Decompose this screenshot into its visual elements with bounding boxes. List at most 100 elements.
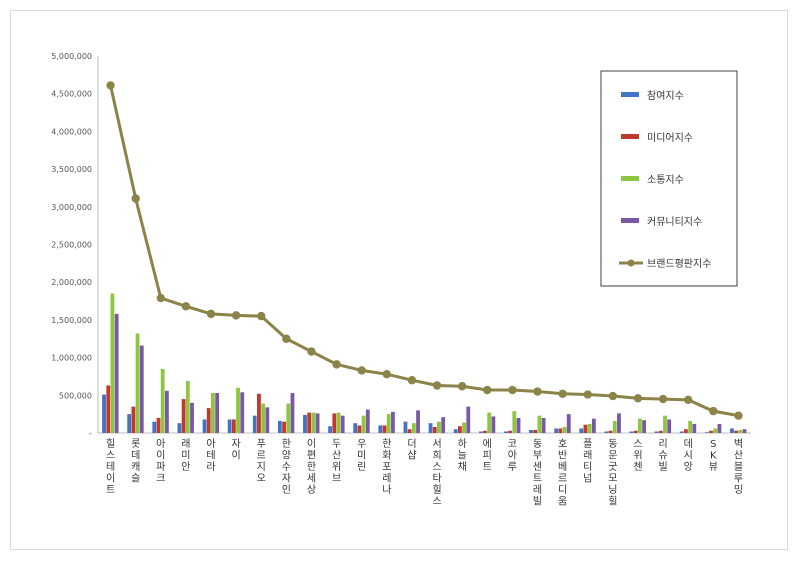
line-point: [282, 334, 291, 343]
bar-참여지수: [252, 415, 257, 433]
legend-swatch: [621, 134, 639, 139]
bar-소통지수: [411, 423, 416, 433]
line-point: [131, 194, 140, 203]
bar-소통지수: [311, 412, 316, 433]
bar-소통지수: [336, 412, 341, 433]
bar-참여지수: [704, 432, 709, 433]
line-point: [608, 391, 618, 401]
bar-소통지수: [135, 333, 140, 433]
bar-커뮤니티지수: [240, 392, 245, 433]
bar-참여지수: [679, 431, 684, 433]
bar-커뮤니티지수: [190, 402, 194, 433]
bar-커뮤니티지수: [391, 411, 395, 433]
bar-커뮤니티지수: [617, 413, 621, 433]
bar-커뮤니티지수: [692, 423, 697, 433]
bar-소통지수: [110, 293, 115, 433]
bar-커뮤니티지수: [164, 390, 169, 433]
bar-소통지수: [663, 415, 667, 433]
bar-커뮤니티지수: [541, 417, 546, 433]
legend-label: 소통지수: [647, 174, 684, 186]
line-point: [483, 385, 492, 395]
bar-소통지수: [261, 403, 266, 433]
bar-미디어지수: [558, 428, 563, 433]
bar-참여지수: [102, 394, 106, 433]
bar-참여지수: [227, 419, 232, 433]
bar-미디어지수: [658, 430, 663, 433]
bar-참여지수: [579, 428, 584, 433]
line-point: [734, 411, 743, 420]
bar-커뮤니티지수: [591, 418, 596, 433]
legend-label: 참여지수: [647, 90, 684, 102]
bar-미디어지수: [457, 426, 462, 433]
bar-커뮤니티지수: [667, 419, 672, 433]
bar-소통지수: [537, 415, 542, 433]
bar-미디어지수: [156, 417, 161, 433]
bar-참여지수: [353, 423, 358, 433]
bar-참여지수: [328, 426, 332, 433]
bar-커뮤니티지수: [139, 345, 144, 433]
bar-미디어지수: [307, 412, 312, 433]
legend-swatch: [621, 92, 639, 97]
bar-미디어지수: [533, 429, 538, 433]
bar-참여지수: [303, 414, 307, 433]
bar-미디어지수: [357, 425, 362, 433]
y-tick-label: 4,000,000: [51, 127, 92, 136]
legend-swatch: [621, 176, 639, 181]
bar-커뮤니티지수: [365, 409, 370, 433]
line-point: [231, 311, 241, 320]
y-tick-label: 2,000,000: [51, 278, 92, 287]
bar-소통지수: [185, 380, 190, 433]
legend-label: 브랜드평판지수: [647, 258, 711, 270]
line-point: [257, 311, 266, 321]
bar-미디어지수: [734, 430, 739, 433]
bar-커뮤니티지수: [516, 417, 521, 433]
bar-소통지수: [286, 403, 291, 433]
bar-미디어지수: [483, 430, 487, 433]
bar-소통지수: [211, 393, 215, 433]
legend-label: 미디어지수: [647, 132, 693, 144]
bar-커뮤니티지수: [642, 420, 646, 433]
bar-참여지수: [127, 414, 132, 433]
line-point: [633, 394, 643, 403]
bar-소통지수: [462, 422, 466, 433]
bar-미디어지수: [684, 429, 688, 433]
bar-커뮤니티지수: [265, 407, 270, 433]
bar-미디어지수: [508, 430, 513, 433]
bar-커뮤니티지수: [290, 393, 295, 433]
line-point: [684, 395, 693, 405]
y-tick-label: 4,500,000: [51, 90, 92, 99]
y-tick-label: 5,000,000: [51, 52, 92, 61]
bar-소통지수: [637, 418, 642, 433]
bar-소통지수: [688, 420, 693, 433]
bar-참여지수: [378, 425, 383, 433]
legend-marker: [627, 259, 635, 267]
bar-커뮤니티지수: [340, 415, 345, 433]
y-tick-label: 3,500,000: [51, 165, 92, 174]
bar-소통지수: [361, 415, 366, 433]
bar-소통지수: [713, 428, 718, 433]
line-point: [206, 309, 216, 319]
legend-label: 커뮤니티지수: [647, 216, 702, 228]
line-point: [457, 382, 467, 391]
bar-소통지수: [612, 420, 617, 433]
bar-미디어지수: [332, 413, 337, 433]
bar-미디어지수: [206, 408, 211, 433]
line-point: [508, 385, 517, 395]
y-tick-label: 1,000,000: [51, 354, 92, 363]
bar-미디어지수: [231, 419, 236, 433]
bar-참여지수: [403, 421, 408, 433]
